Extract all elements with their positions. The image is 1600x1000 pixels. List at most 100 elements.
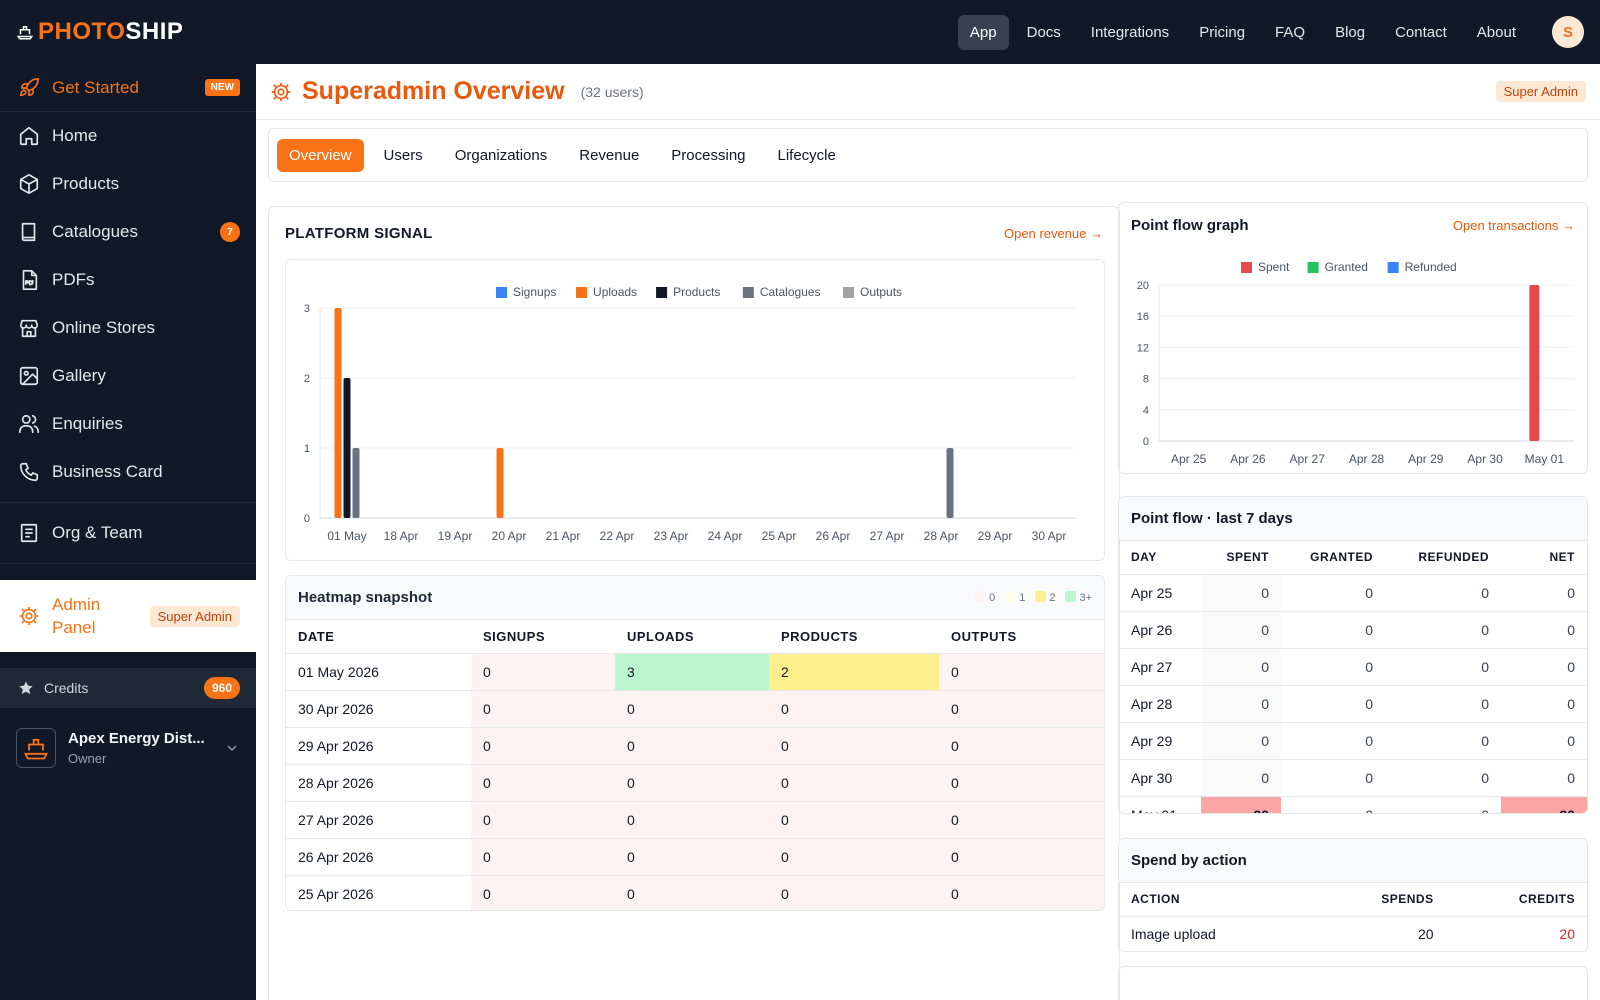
sidebar-item-label: Business Card	[52, 462, 163, 481]
heatmap-value-cell: 0	[615, 764, 769, 802]
sidebar-divider	[0, 502, 256, 503]
brand-logo[interactable]: PHOTO SHIP	[0, 18, 256, 46]
point-flow-row: May 012000-20	[1119, 796, 1587, 813]
point-flow-row: Apr 25 0 0 0 0	[1119, 574, 1587, 612]
sidebar-item-business-card[interactable]: Business Card	[0, 448, 256, 496]
x-tick-label: 28 Apr	[924, 529, 959, 543]
chevron-down-icon[interactable]	[224, 740, 240, 756]
sidebar-credits[interactable]: Credits 960	[0, 668, 256, 708]
user-count: (32 users)	[580, 83, 644, 100]
heatmap-value-cell: 0	[939, 838, 1104, 876]
heatmap-snapshot: Heatmap snapshot 0 1 2 3+ DATE SIGNUPS U…	[285, 575, 1105, 911]
platform-signal-panel: PLATFORM SIGNAL Open revenue → Signups Up…	[268, 206, 1120, 1000]
sba-col-spends: SPENDS	[1310, 883, 1446, 917]
point-flow-graph-panel: Point flow graph Open transactions → Spe…	[1118, 202, 1588, 474]
heatmap-legend-item: 2	[1035, 591, 1055, 604]
sidebar-item-products[interactable]: Products	[0, 160, 256, 208]
heatmap-col-products: PRODUCTS	[769, 620, 939, 654]
nav-faq[interactable]: FAQ	[1275, 23, 1306, 41]
heatmap-legend-swatch	[1065, 591, 1077, 602]
tab-users[interactable]: Users	[383, 146, 423, 164]
pf-value-cell: 0	[1385, 648, 1501, 686]
pf-value-cell: 0	[1281, 611, 1385, 649]
sidebar-item-home[interactable]: Home	[0, 112, 256, 160]
y-tick-label: 4	[1143, 405, 1149, 417]
org-info: Apex Energy Dist... Owner	[68, 730, 224, 766]
point-flow-graph-title: Point flow graph	[1131, 216, 1249, 234]
sidebar-item-admin-panel[interactable]: Admin Panel Super Admin	[0, 580, 256, 652]
user-avatar[interactable]: S	[1552, 16, 1584, 48]
legend-swatch	[1241, 262, 1252, 273]
tab-overview[interactable]: Overview	[277, 138, 364, 172]
sidebar-item-online-stores[interactable]: Online Stores	[0, 304, 256, 352]
pf-value-cell: 0	[1501, 574, 1587, 612]
heatmap-col-uploads: UPLOADS	[615, 620, 769, 654]
admin-panel-label-line2: Panel	[52, 618, 96, 637]
pf-value-cell: 0	[1201, 574, 1281, 612]
open-transactions-link[interactable]: Open transactions →	[1452, 217, 1575, 233]
x-tick-label: Apr 27	[1290, 452, 1326, 466]
nav-integrations[interactable]: Integrations	[1090, 23, 1170, 41]
y-tick-label: 16	[1137, 311, 1149, 323]
spend-by-action-table: ACTION SPENDS CREDITS Image upload 20 20	[1119, 883, 1587, 951]
tab-lifecycle[interactable]: Lifecycle	[777, 146, 836, 164]
nav-pricing[interactable]: Pricing	[1199, 23, 1246, 41]
nav-blog[interactable]: Blog	[1335, 23, 1366, 41]
pf-value-cell: 0	[1201, 611, 1281, 649]
sba-col-credits: CREDITS	[1445, 883, 1587, 917]
org-logo	[16, 728, 56, 768]
nav-about[interactable]: About	[1476, 23, 1516, 41]
point-flow-table-title: Point flow · last 7 days	[1131, 510, 1293, 527]
sba-value-cell: 20	[1559, 926, 1575, 943]
tab-bar: Overview Users Organizations Revenue Pro…	[268, 128, 1588, 182]
sidebar-item-catalogues[interactable]: Catalogues 7	[0, 208, 256, 256]
y-tick-label: 12	[1137, 342, 1149, 354]
sidebar-item-label: Enquiries	[52, 414, 123, 433]
heatmap-value-cell: 0	[939, 690, 1104, 728]
nav-contact[interactable]: Contact	[1395, 23, 1447, 41]
pf-day-cell: Apr 29	[1119, 722, 1201, 760]
pf-value-cell: 0	[1281, 796, 1385, 813]
sidebar-item-enquiries[interactable]: Enquiries	[0, 400, 256, 448]
nav-docs[interactable]: Docs	[1026, 23, 1061, 41]
tab-revenue[interactable]: Revenue	[579, 146, 640, 164]
sidebar-item-label: Get Started	[52, 77, 139, 97]
tab-organizations[interactable]: Organizations	[454, 146, 548, 164]
legend-swatch	[843, 287, 855, 298]
x-tick-label: 25 Apr	[762, 529, 797, 543]
legend-swatch	[1387, 262, 1399, 273]
open-revenue-link[interactable]: Open revenue →	[1003, 226, 1103, 241]
sidebar-item-org-team[interactable]: Org & Team	[0, 509, 256, 557]
home-icon	[19, 126, 39, 146]
pf-value-cell: 0	[1201, 685, 1281, 723]
tab-processing[interactable]: Processing	[671, 146, 746, 164]
nav-app[interactable]: App	[957, 14, 1009, 50]
bar	[496, 448, 504, 518]
sidebar-item-gallery[interactable]: Gallery	[0, 352, 256, 400]
org-role: Owner	[68, 751, 107, 766]
point-flow-row: Apr 26 0 0 0 0	[1119, 611, 1587, 649]
pf-day-cell: Apr 30	[1119, 759, 1201, 797]
pf-value-cell: 0	[1501, 648, 1587, 686]
heatmap-legend-swatch	[1005, 591, 1017, 602]
x-tick-label: 18 Apr	[384, 529, 419, 543]
heatmap-date-cell: 30 Apr 2026	[286, 690, 471, 728]
heatmap-value-cell: 0	[615, 801, 769, 839]
legend-label: Catalogues	[760, 285, 821, 299]
phone-icon	[19, 462, 39, 482]
heatmap-value-cell: 0	[471, 690, 615, 728]
org-switcher[interactable]: Apex Energy Dist... Owner	[0, 708, 256, 768]
heatmap-value-cell: 0	[615, 690, 769, 728]
legend-label: Signups	[513, 285, 556, 299]
sidebar-item-pdfs[interactable]: PDFs	[0, 256, 256, 304]
heatmap-legend-label: 0	[989, 592, 996, 604]
legend-label: Products	[673, 285, 720, 299]
pf-col-granted: GRANTED	[1281, 541, 1385, 575]
ship-logo-icon	[16, 26, 34, 40]
super-admin-badge: Super Admin	[1495, 81, 1586, 102]
x-tick-label: Apr 26	[1230, 452, 1266, 466]
heatmap-date-cell: 01 May 2026	[286, 653, 471, 691]
sidebar-item-get-started[interactable]: Get Started NEW	[0, 64, 256, 112]
x-tick-label: 29 Apr	[978, 529, 1013, 543]
heatmap-value-cell: 0	[471, 801, 615, 839]
